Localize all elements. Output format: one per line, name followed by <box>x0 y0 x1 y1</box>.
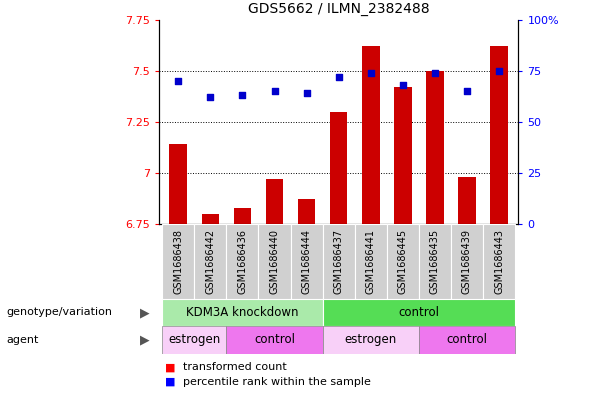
Text: ▶: ▶ <box>140 333 149 347</box>
Bar <box>362 46 379 224</box>
Bar <box>483 224 515 299</box>
Text: GSM1686443: GSM1686443 <box>494 229 504 294</box>
Bar <box>162 224 194 299</box>
Bar <box>490 46 508 224</box>
Bar <box>323 299 515 326</box>
Text: KDM3A knockdown: KDM3A knockdown <box>186 306 299 319</box>
Text: GSM1686437: GSM1686437 <box>334 229 343 294</box>
Point <box>494 68 504 74</box>
Point <box>462 88 472 94</box>
Text: GSM1686438: GSM1686438 <box>173 229 183 294</box>
Bar <box>234 208 252 224</box>
Text: control: control <box>254 333 295 347</box>
Bar <box>162 299 323 326</box>
Bar <box>419 326 515 354</box>
Bar <box>426 71 444 224</box>
Bar <box>419 224 451 299</box>
Text: GSM1686439: GSM1686439 <box>462 229 472 294</box>
Text: GSM1686442: GSM1686442 <box>206 229 216 294</box>
Text: GSM1686445: GSM1686445 <box>398 229 408 294</box>
Bar <box>170 144 187 224</box>
Text: transformed count: transformed count <box>183 362 286 373</box>
Bar <box>194 224 226 299</box>
Bar <box>458 177 476 224</box>
Bar <box>290 224 323 299</box>
Text: estrogen: estrogen <box>168 333 220 347</box>
Text: genotype/variation: genotype/variation <box>6 307 112 318</box>
Text: GSM1686441: GSM1686441 <box>366 229 376 294</box>
Text: control: control <box>446 333 488 347</box>
Point <box>270 88 279 94</box>
Text: ■: ■ <box>165 377 176 387</box>
Point <box>366 70 375 76</box>
Text: agent: agent <box>6 335 38 345</box>
Bar <box>201 214 219 224</box>
Point <box>206 94 215 101</box>
Bar <box>323 326 419 354</box>
Text: GSM1686436: GSM1686436 <box>237 229 247 294</box>
Title: GDS5662 / ILMN_2382488: GDS5662 / ILMN_2382488 <box>248 2 429 16</box>
Bar <box>266 179 283 224</box>
Bar <box>387 224 419 299</box>
Bar <box>298 200 316 224</box>
Text: percentile rank within the sample: percentile rank within the sample <box>183 377 370 387</box>
Text: GSM1686444: GSM1686444 <box>302 229 312 294</box>
Bar <box>394 87 412 224</box>
Point <box>398 82 408 88</box>
Bar <box>355 224 387 299</box>
Point <box>238 92 247 98</box>
Text: GSM1686435: GSM1686435 <box>430 229 440 294</box>
Text: ■: ■ <box>165 362 176 373</box>
Bar <box>259 224 290 299</box>
Point <box>430 70 439 76</box>
Text: ▶: ▶ <box>140 306 149 319</box>
Bar <box>451 224 483 299</box>
Point <box>302 90 312 96</box>
Bar <box>330 112 348 224</box>
Point <box>334 74 343 80</box>
Text: estrogen: estrogen <box>345 333 397 347</box>
Text: GSM1686440: GSM1686440 <box>270 229 280 294</box>
Bar <box>162 326 226 354</box>
Bar <box>226 326 323 354</box>
Point <box>174 78 183 84</box>
Bar <box>226 224 259 299</box>
Text: control: control <box>398 306 439 319</box>
Bar <box>323 224 355 299</box>
